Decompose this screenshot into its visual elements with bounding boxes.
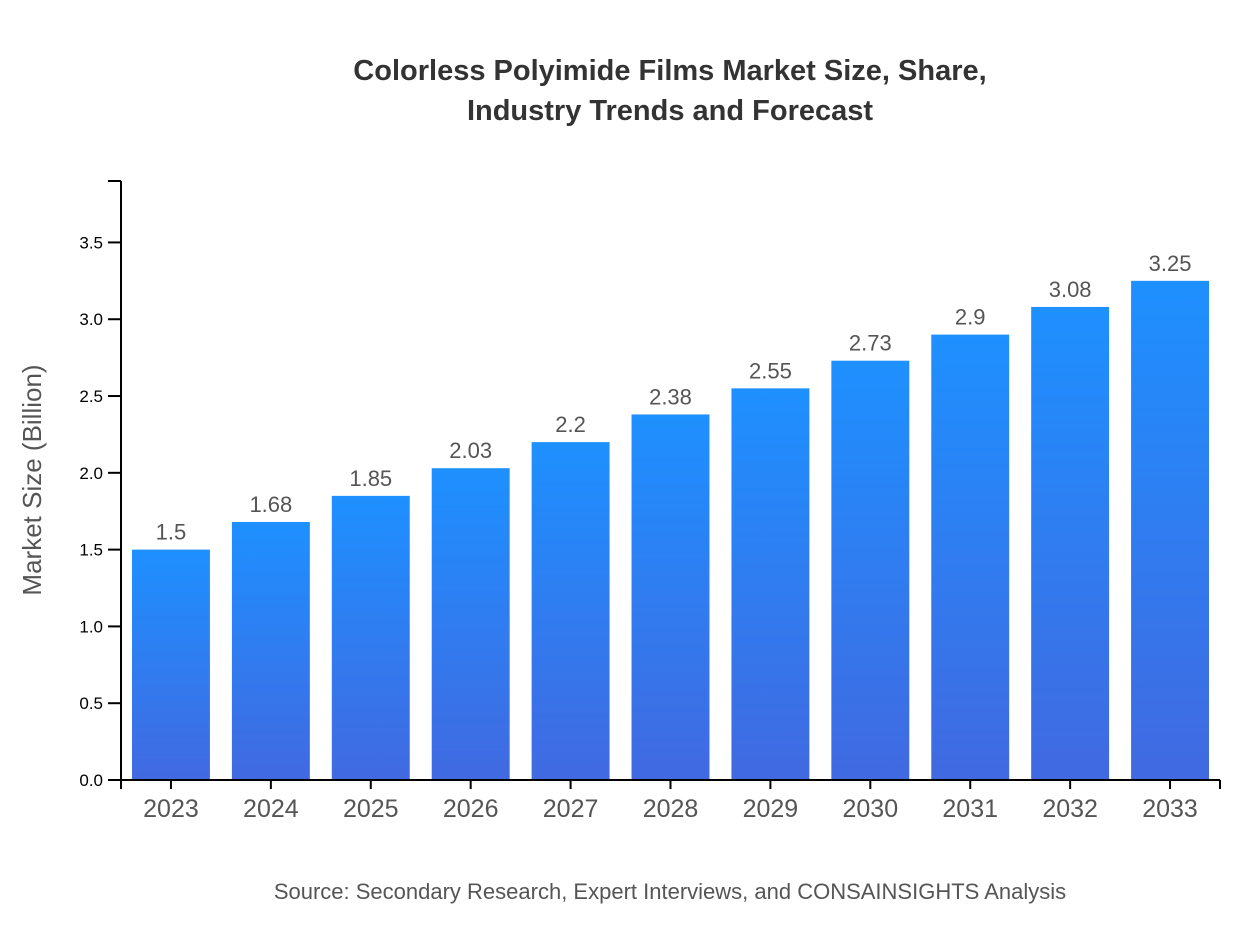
x-tick-label-2028: 2028	[643, 795, 699, 823]
x-tick-label-2029: 2029	[743, 795, 799, 823]
bar-2032	[1031, 306, 1110, 780]
data-label-2031: 2.9	[955, 305, 986, 330]
x-tick-label-2031: 2031	[942, 795, 998, 823]
y-tick-label: 3.5	[79, 233, 103, 252]
x-tick-label-2025: 2025	[343, 795, 399, 823]
x-tick-label-2023: 2023	[143, 795, 199, 823]
y-tick-label: 0.5	[79, 694, 103, 713]
y-tick-label: 1.0	[79, 617, 103, 636]
y-tick-label: 1.5	[79, 541, 103, 560]
y-tick-label: 2.0	[79, 464, 103, 483]
bar-2031	[931, 334, 1010, 780]
x-tick-label-2026: 2026	[443, 795, 499, 823]
y-tick-label: 0.0	[79, 771, 103, 790]
bar-2023	[131, 549, 210, 780]
data-label-2028: 2.38	[649, 384, 692, 409]
data-label-2026: 2.03	[449, 438, 492, 463]
data-label-2029: 2.55	[749, 358, 792, 383]
data-label-2024: 1.68	[249, 492, 292, 517]
x-tick-label-2032: 2032	[1042, 795, 1098, 823]
bar-2026	[431, 468, 510, 780]
data-label-2030: 2.73	[849, 331, 892, 356]
bar-2024	[231, 521, 310, 780]
bar-2030	[831, 360, 910, 780]
bar-2033	[1131, 280, 1210, 780]
data-label-2033: 3.25	[1149, 251, 1192, 276]
x-tick-label-2024: 2024	[243, 795, 299, 823]
data-label-2023: 1.5	[156, 520, 187, 545]
x-tick-label-2033: 2033	[1142, 795, 1198, 823]
source-note: Source: Secondary Research, Expert Inter…	[274, 879, 1066, 904]
y-tick-label: 3.0	[79, 310, 103, 329]
data-label-2025: 1.85	[349, 466, 392, 491]
bar-2028	[631, 414, 710, 780]
y-axis-label: Market Size (Billion)	[17, 364, 47, 595]
chart-title-line-2: Industry Trends and Forecast	[467, 95, 873, 127]
bar-2025	[331, 495, 410, 780]
bar-2027	[531, 442, 610, 780]
data-label-2032: 3.08	[1049, 277, 1092, 302]
chart-title-line-1: Colorless Polyimide Films Market Size, S…	[353, 55, 986, 87]
data-label-2027: 2.2	[555, 412, 586, 437]
bar-2029	[731, 388, 810, 780]
x-tick-label-2027: 2027	[543, 795, 599, 823]
x-tick-label-2030: 2030	[843, 795, 899, 823]
y-tick-label: 2.5	[79, 387, 103, 406]
